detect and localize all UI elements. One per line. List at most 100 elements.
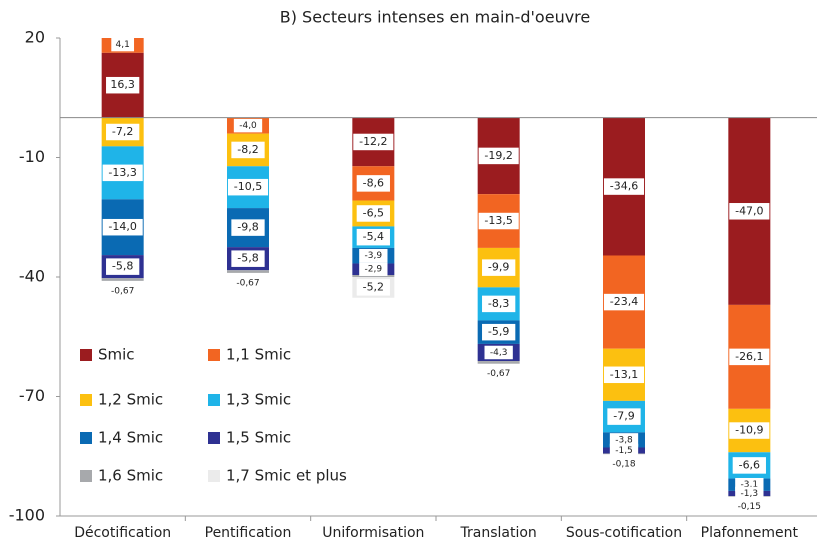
legend-swatch <box>80 432 92 444</box>
x-tick-label: Uniformisation <box>322 525 424 541</box>
label-box <box>482 259 516 276</box>
label-box <box>356 228 390 246</box>
data-label: -2,9 <box>365 265 383 275</box>
data-label: -7,9 <box>613 410 634 423</box>
legend-swatch <box>208 349 220 361</box>
legend-label: 1,2 Smic <box>98 391 163 409</box>
bar-segment <box>477 361 520 364</box>
data-label: -5,9 <box>488 325 509 338</box>
label-box <box>482 323 516 341</box>
label-box <box>353 133 394 151</box>
bar-segment <box>352 275 395 277</box>
label-box <box>105 284 140 298</box>
legend-swatch <box>208 394 220 406</box>
label-box <box>231 276 265 290</box>
label-box <box>478 147 519 165</box>
label-box <box>356 279 390 296</box>
bar-segment <box>227 270 269 273</box>
data-label: -0,15 <box>738 502 761 512</box>
data-label: -0,67 <box>236 278 259 288</box>
data-label: -4,3 <box>490 348 508 358</box>
label-box <box>482 295 516 313</box>
data-label: -26,1 <box>735 350 763 363</box>
data-label: -1,5 <box>615 446 633 456</box>
y-tick-label: -100 <box>9 506 45 525</box>
data-label: -8,2 <box>237 143 258 156</box>
label-box <box>481 366 516 381</box>
y-tick-label: -70 <box>19 386 45 405</box>
label-box <box>735 486 764 501</box>
y-tick-label: -10 <box>19 147 45 166</box>
label-box <box>227 178 269 196</box>
data-label: -13,5 <box>484 214 512 227</box>
label-box <box>729 348 770 366</box>
label-box <box>603 293 645 311</box>
data-label: -34,6 <box>610 180 638 193</box>
label-box <box>356 205 390 222</box>
data-label: -3,9 <box>365 251 383 261</box>
data-label: -14,0 <box>108 220 136 233</box>
bars <box>101 38 771 497</box>
data-label: -5,8 <box>112 260 133 273</box>
x-tick-label: Pentification <box>205 525 292 541</box>
legend-label: 1,6 Smic <box>98 467 163 485</box>
data-labels: 16,3 4,1 -7,2 -13,3 -14,0 -5,8 -0,67 -4,0 -8,2 -1… <box>102 37 770 514</box>
label-box <box>102 164 143 182</box>
label-box <box>732 457 766 474</box>
data-label: -10,9 <box>735 424 763 437</box>
y-tick-label: 20 <box>25 28 45 47</box>
data-label: -3,1 <box>741 480 759 490</box>
data-label: -7,2 <box>112 125 133 138</box>
label-box <box>478 212 519 230</box>
data-label: -4,0 <box>239 121 257 131</box>
data-label: -19,2 <box>484 149 512 162</box>
data-label: -6,5 <box>363 206 384 219</box>
label-box <box>732 499 767 514</box>
chart-title: B) Secteurs intenses en main-d'oeuvre <box>280 8 591 27</box>
label-box <box>356 175 390 192</box>
label-box <box>729 422 770 439</box>
legend-swatch <box>80 349 92 361</box>
legend-label: 1,4 Smic <box>98 429 163 447</box>
x-tick-label: Translation <box>460 525 537 541</box>
data-label: -5,8 <box>237 252 258 265</box>
data-label: 4,1 <box>116 40 130 50</box>
data-label: -47,0 <box>735 204 763 217</box>
label-box <box>729 203 770 220</box>
data-label: -1,3 <box>741 489 759 499</box>
label-box <box>106 123 140 141</box>
label-box <box>106 76 140 94</box>
data-label: -8,3 <box>488 297 509 310</box>
label-box <box>603 178 645 195</box>
data-label: 16,3 <box>110 78 135 91</box>
label-box <box>111 37 135 52</box>
legend-swatch <box>80 470 92 482</box>
legend-label: Smic <box>98 346 135 364</box>
label-box <box>603 366 645 384</box>
label-box <box>231 250 265 267</box>
x-tick-label: Sous-cotification <box>566 525 682 541</box>
label-box <box>607 408 641 425</box>
bar-segment <box>101 278 144 281</box>
legend-label: 1,3 Smic <box>226 391 291 409</box>
y-tick-label: -40 <box>19 267 45 286</box>
label-box <box>231 219 265 236</box>
data-label: -0,67 <box>487 369 510 379</box>
label-box <box>102 218 143 236</box>
label-box <box>359 248 388 263</box>
label-box <box>233 118 263 133</box>
legend-label: 1,1 Smic <box>226 346 291 364</box>
legend-label: 1,7 Smic et plus <box>226 467 347 485</box>
label-box <box>609 433 639 447</box>
label-box <box>607 457 641 471</box>
data-label: -6,6 <box>739 458 760 471</box>
data-label: -0,18 <box>612 460 636 470</box>
data-label: -8,6 <box>363 176 384 189</box>
x-tick-label: Décotification <box>74 525 171 541</box>
legend-swatch <box>80 394 92 406</box>
data-label: -5,2 <box>363 280 384 293</box>
data-label: -9,8 <box>237 221 258 234</box>
data-label: -13,1 <box>610 368 638 381</box>
label-box <box>106 258 140 275</box>
